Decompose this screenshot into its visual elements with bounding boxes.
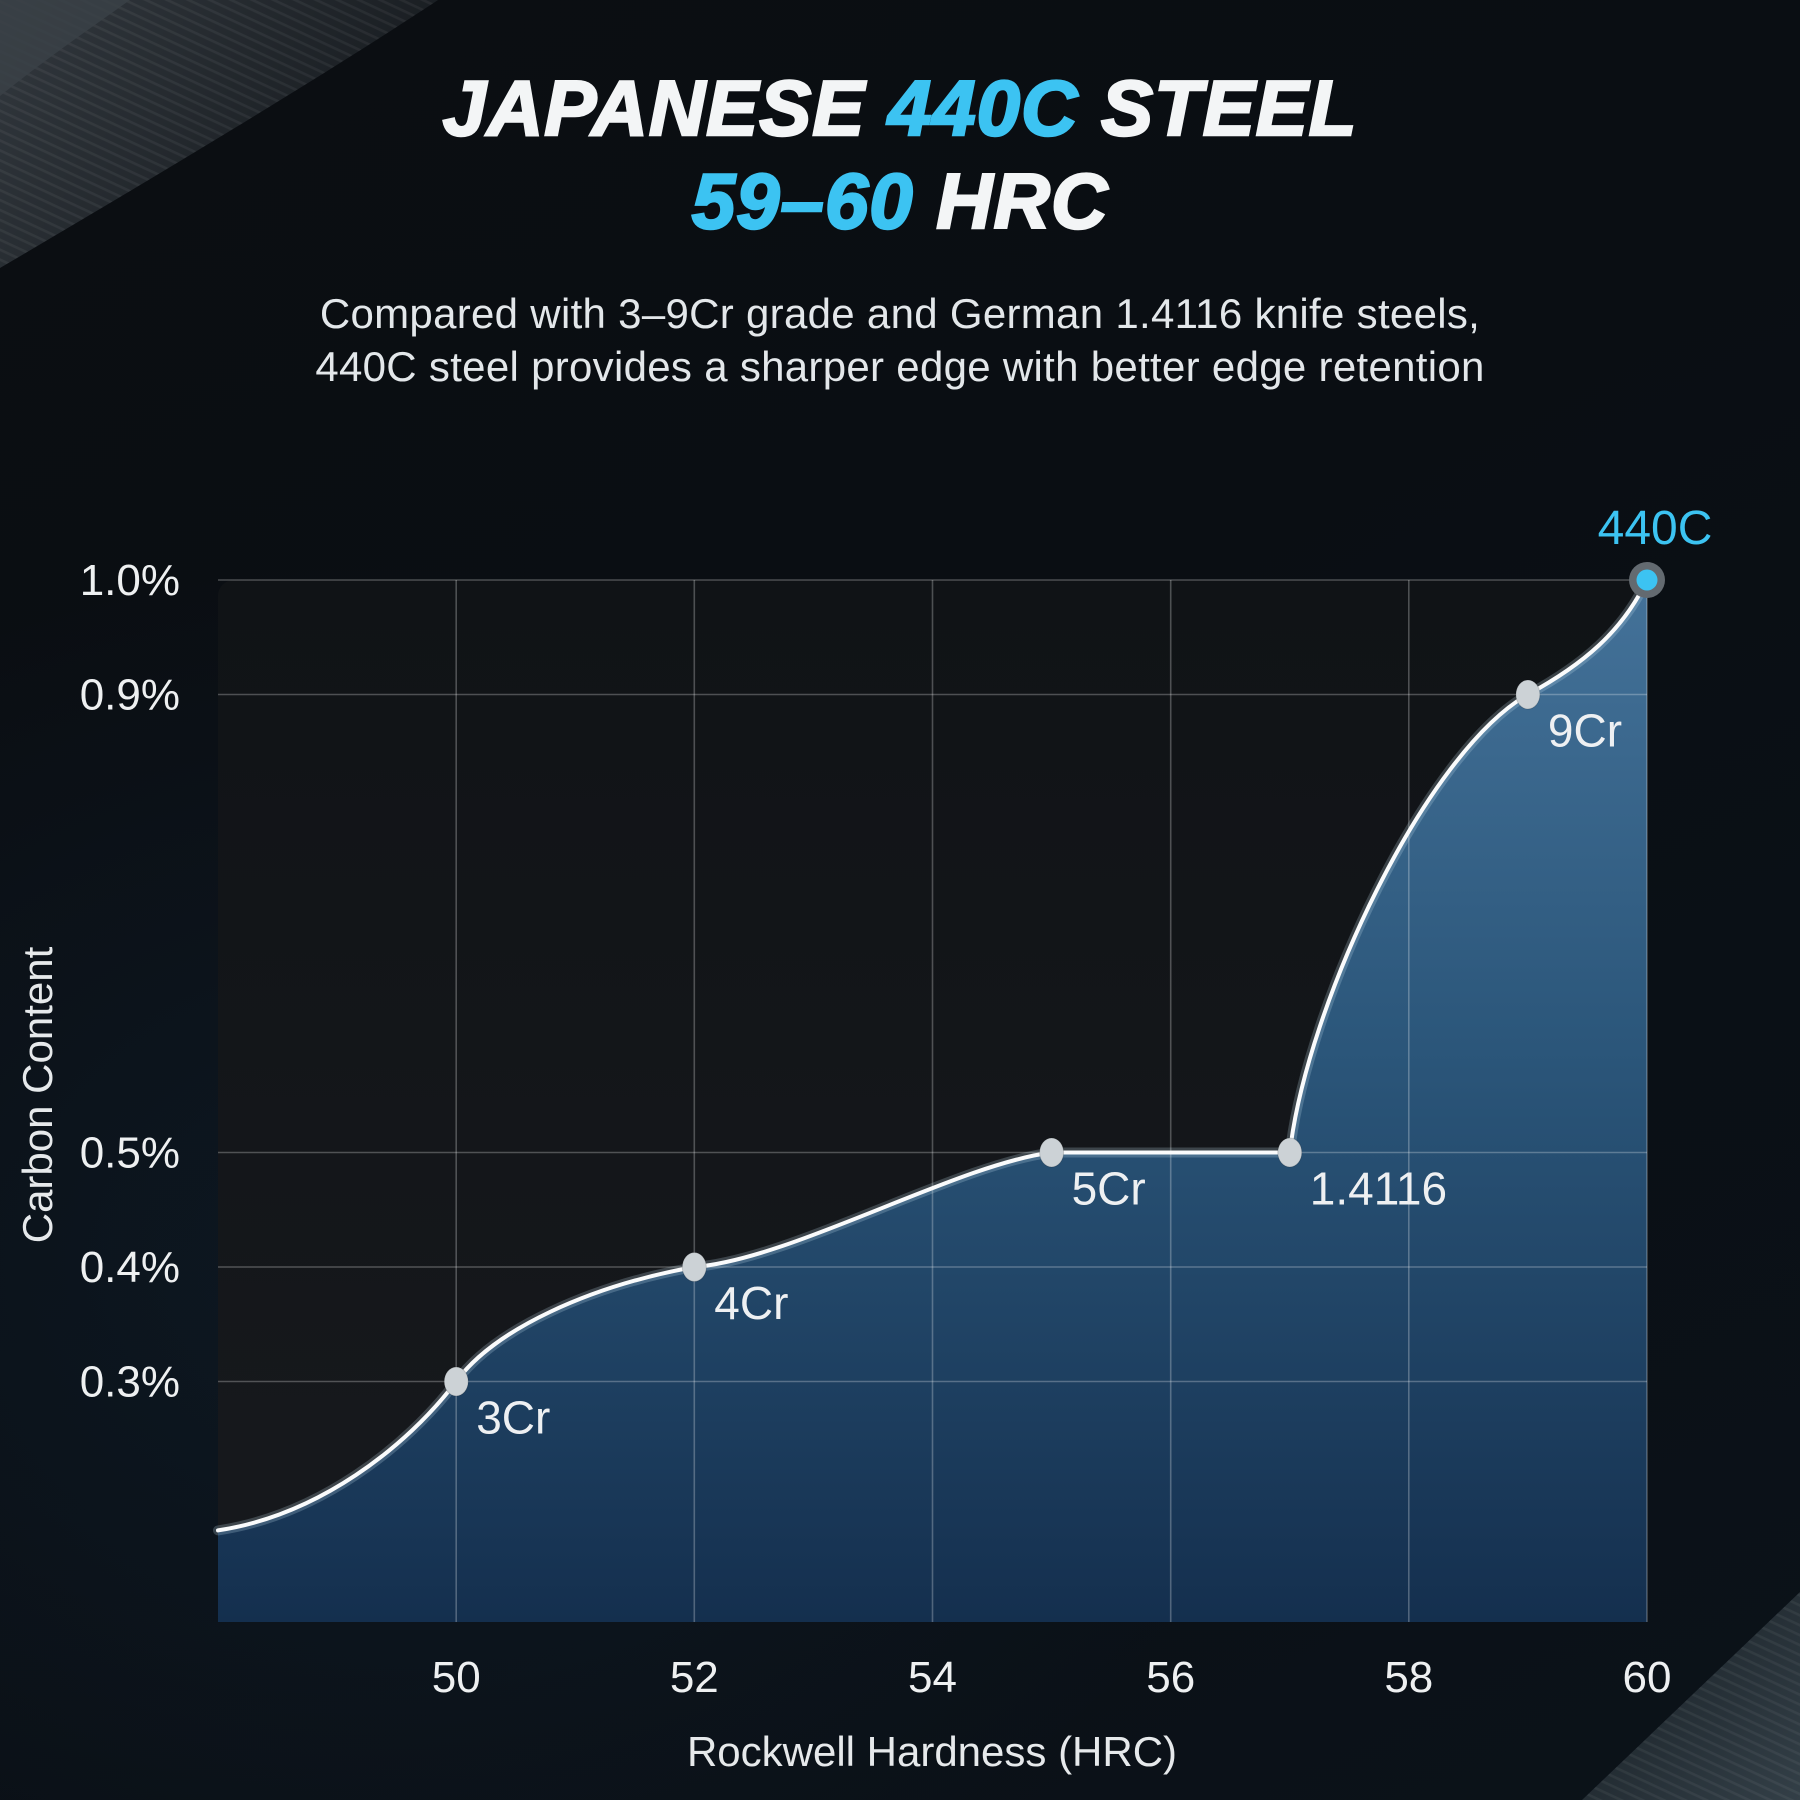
x-tick-label: 56	[1146, 1653, 1195, 1702]
point-label-440c: 440C	[1598, 502, 1713, 555]
x-tick-label: 60	[1623, 1653, 1672, 1702]
y-tick-label: 0.9%	[80, 671, 180, 720]
y-tick-label: 0.5%	[80, 1129, 180, 1178]
description-line-2: 440C steel provides a sharper edge with …	[315, 343, 1485, 390]
point-label-9cr: 9Cr	[1548, 705, 1622, 757]
data-point-1.4116	[1277, 1137, 1303, 1168]
title-text: HRC	[913, 156, 1109, 247]
x-tick-label: 58	[1384, 1653, 1433, 1702]
y-tick-label: 0.4%	[80, 1243, 180, 1292]
title-line-1: JAPANESE 440C STEEL	[0, 62, 1800, 155]
x-tick-label: 50	[432, 1653, 481, 1702]
x-tick-label: 54	[908, 1653, 957, 1702]
corner-decoration-bottom-right	[1582, 1592, 1800, 1800]
y-axis-title: Carbon Content	[14, 946, 61, 1243]
x-tick-label: 52	[670, 1653, 719, 1702]
data-point-5cr	[1039, 1137, 1065, 1168]
title-line-2: 59–60 HRC	[0, 155, 1800, 248]
area-series	[218, 580, 1647, 1622]
data-point-labels: 3Cr 4Cr 5Cr 1.4116 9Cr 440C	[476, 502, 1712, 1444]
point-label-1.4116: 1.4116	[1310, 1163, 1447, 1215]
point-label-4cr: 4Cr	[714, 1277, 788, 1329]
data-points	[443, 562, 1665, 1397]
title-text: STEEL	[1078, 63, 1358, 154]
data-point-4cr	[681, 1252, 707, 1282]
x-axis-title: Rockwell Hardness (HRC)	[687, 1728, 1177, 1775]
axis-tick-labels: 50 52 54 56 58 60 1.0% 0.9% 0.5% 0.4% 0.3%	[80, 556, 1672, 1702]
title-accent-440c: 440C	[887, 63, 1079, 154]
point-label-5cr: 5Cr	[1072, 1163, 1146, 1215]
corner-decoration-top-left	[0, 0, 438, 268]
description-line-1: Compared with 3–9Cr grade and German 1.4…	[319, 290, 1481, 337]
description: Compared with 3–9Cr grade and German 1.4…	[0, 287, 1800, 393]
page-title: JAPANESE 440C STEEL 59–60 HRC	[0, 62, 1800, 248]
title-accent-hrc-range: 59–60	[690, 156, 914, 247]
area-fill	[218, 580, 1647, 1622]
y-tick-label: 1.0%	[80, 556, 180, 605]
data-point-3cr	[443, 1366, 469, 1397]
data-point-9cr	[1515, 679, 1541, 710]
y-tick-label: 0.3%	[80, 1358, 180, 1407]
title-text: JAPANESE	[441, 63, 888, 154]
point-label-3cr: 3Cr	[476, 1392, 550, 1444]
data-point-440c	[1636, 569, 1658, 591]
